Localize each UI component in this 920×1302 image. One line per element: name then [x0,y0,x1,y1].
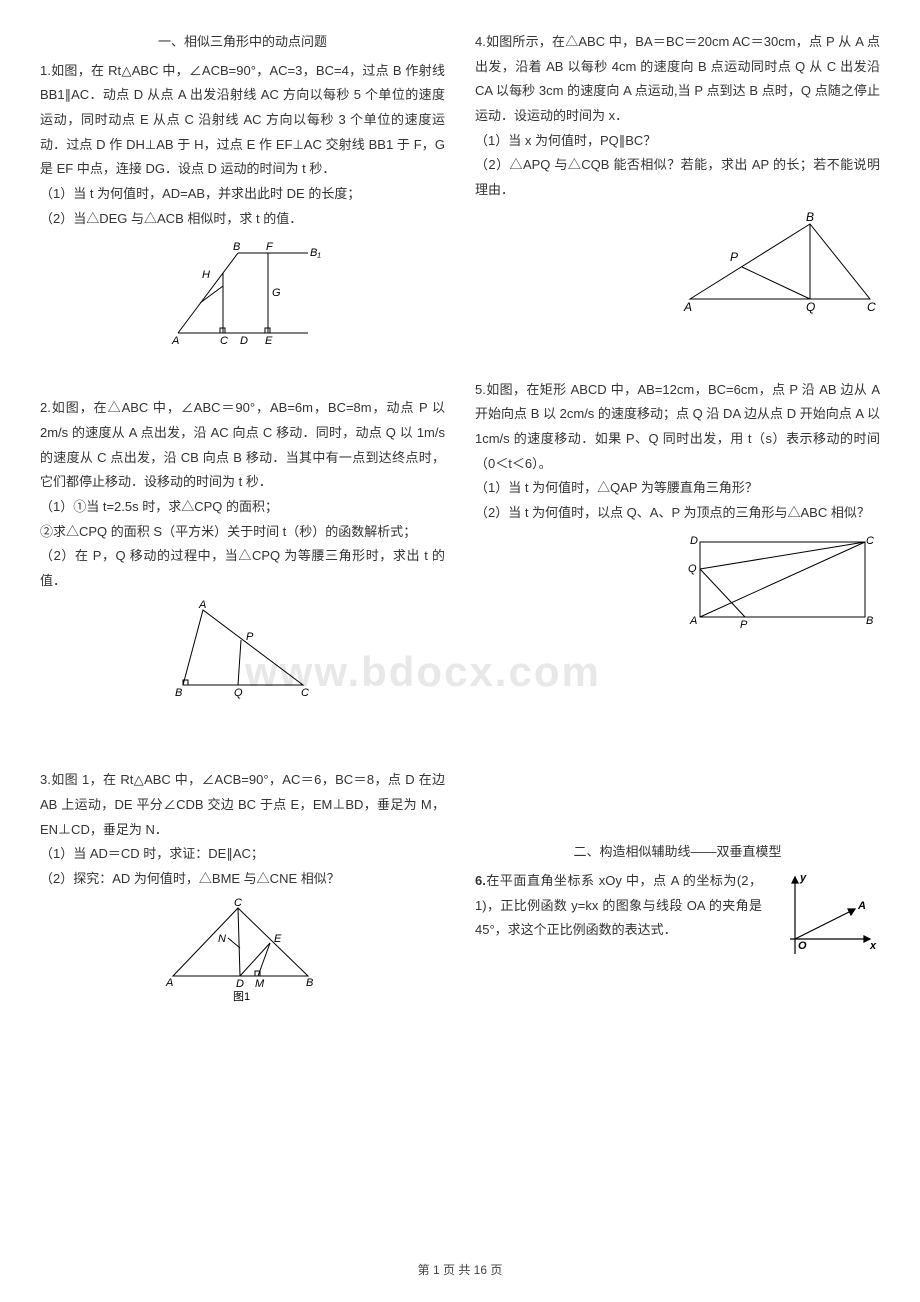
label-B: B [306,977,313,989]
label-E: E [274,933,282,945]
problem-1: 1.如图，在 Rt△ABC 中，∠ACB=90°，AC=3，BC=4，过点 B … [40,59,445,357]
label-C: C [220,335,228,347]
problem-2-q1: （1）①当 t=2.5s 时，求△CPQ 的面积； [40,499,278,514]
label-A: A [198,600,206,611]
left-column: 一、相似三角形中的动点问题 1.如图，在 Rt△ABC 中，∠ACB=90°，A… [40,30,445,1028]
label-B: B [233,241,240,253]
problem-3: 3.如图 1，在 Rt△ABC 中，∠ACB=90°，AC＝6，BC＝8，点 D… [40,768,445,1011]
problem-1-body: 1.如图，在 Rt△ABC 中，∠ACB=90°，AC=3，BC=4，过点 B … [40,63,445,177]
label-y: y [799,872,807,884]
problem-3-diagram: A B C D E M N 图1 [40,898,445,1012]
page-content: 一、相似三角形中的动点问题 1.如图，在 Rt△ABC 中，∠ACB=90°，A… [40,30,880,1028]
page-footer: 第 1 页 共 16 页 [0,1259,920,1282]
problem-1-q2: （2）当△DEG 与△ACB 相似时，求 t 的值． [40,211,302,226]
problem-3-body: 3.如图 1，在 Rt△ABC 中，∠ACB=90°，AC＝6，BC＝8，点 D… [40,772,445,836]
label-C: C [234,898,242,909]
problem-5-q1: （1）当 t 为何值时，△QAP 为等腰直角三角形？ [475,480,758,495]
problem-6-diagram: x y O A [770,869,880,978]
problem-2-body: 2.如图，在△ABC 中，∠ABC＝90°，AB=6m，BC=8m，动点 P 以… [40,400,445,489]
problem-4-q2: （2）△APQ 与△CQB 能否相似？若能，求出 AP 的长；若不能说明理由． [475,157,880,197]
label-C: C [866,535,874,547]
problem-3-q2: （2）探究：AD 为何值时，△BME 与△CNE 相似？ [40,871,340,886]
label-N: N [218,933,226,945]
problem-2-diagram: A B C P Q [40,600,445,709]
problem-4: 4.如图所示，在△ABC 中，BA＝BC＝20cm AC＝30cm，点 P 从 … [475,30,880,328]
label-M: M [255,978,265,990]
label-G: G [272,287,281,299]
problem-5-diagram: A B C D P Q [475,532,880,641]
label-C: C [301,687,309,699]
label-O: O [798,940,807,952]
problem-6: 6.在平面直角坐标系 xOy 中，点 A 的坐标为(2，1)，正比例函数 y=k… [475,869,880,978]
label-D: D [690,535,698,547]
problem-5: 5.如图，在矩形 ABCD 中，AB=12cm，BC=6cm，点 P 沿 AB … [475,378,880,641]
problem-2-q3: （2）在 P，Q 移动的过程中，当△CPQ 为等腰三角形时，求出 t 的值． [40,548,445,588]
problem-1-diagram: A B C D E F G H B₁ [40,238,445,357]
label-A: A [683,300,692,314]
label-P: P [740,619,748,631]
label-A: A [689,615,697,627]
right-column: 4.如图所示，在△ABC 中，BA＝BC＝20cm AC＝30cm，点 P 从 … [475,30,880,1028]
label-E: E [265,335,273,347]
problem-1-q1: （1）当 t 为何值时，AD=AB，并求出此时 DE 的长度； [40,186,360,201]
section-1-title: 一、相似三角形中的动点问题 [40,30,445,55]
label-A: A [165,977,173,989]
label-H: H [202,269,210,281]
label-D: D [240,335,248,347]
problem-4-q1: （1）当 x 为何值时，PQ∥BC？ [475,133,656,148]
label-B: B [175,687,182,699]
label-C: C [867,300,876,314]
problem-3-q1: （1）当 AD＝CD 时，求证：DE∥AC； [40,846,264,861]
label-B1: B₁ [310,247,321,259]
label-B: B [806,210,814,224]
label-Q: Q [234,687,243,699]
label-P: P [246,631,254,643]
problem-2-q2: ②求△CPQ 的面积 S（平方米）关于时间 t（秒）的函数解析式； [40,524,416,539]
section-2-title: 二、构造相似辅助线——双垂直模型 [475,840,880,865]
problem-6-prefix: 6. [475,873,486,888]
label-B: B [866,615,873,627]
label-P: P [730,250,738,264]
two-column-layout: 一、相似三角形中的动点问题 1.如图，在 Rt△ABC 中，∠ACB=90°，A… [40,30,880,1028]
problem-5-q2: （2）当 t 为何值时，以点 Q、A、P 为顶点的三角形与△ABC 相似？ [475,505,870,520]
diagram-caption: 图1 [233,990,250,1003]
label-F: F [266,241,274,253]
label-A: A [171,335,179,347]
label-D: D [236,978,244,990]
label-A: A [857,900,866,912]
problem-2: 2.如图，在△ABC 中，∠ABC＝90°，AB=6m，BC=8m，动点 P 以… [40,396,445,708]
label-Q: Q [688,563,697,575]
problem-6-body: 在平面直角坐标系 xOy 中，点 A 的坐标为(2，1)，正比例函数 y=kx … [475,873,762,937]
problem-4-body: 4.如图所示，在△ABC 中，BA＝BC＝20cm AC＝30cm，点 P 从 … [475,34,880,123]
label-x: x [869,940,877,952]
problem-5-body: 5.如图，在矩形 ABCD 中，AB=12cm，BC=6cm，点 P 沿 AB … [475,382,880,471]
problem-4-diagram: A B C P Q [475,209,880,328]
label-Q: Q [806,300,815,314]
